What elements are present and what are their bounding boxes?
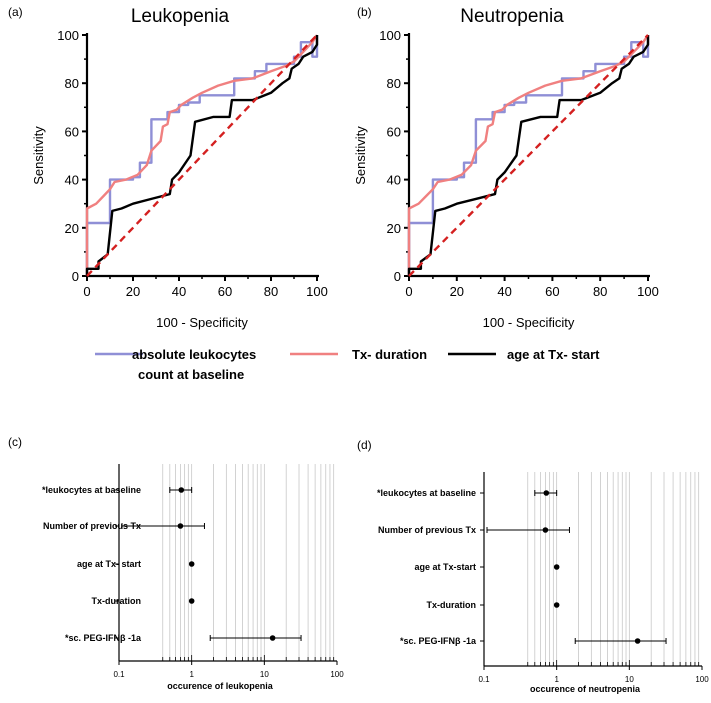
row-label: Number of previous Tx — [378, 525, 476, 535]
roc-series-line — [407, 35, 650, 276]
chart-title: Leukopenia — [131, 6, 230, 27]
y-tick-label: 100 — [57, 28, 79, 43]
legend-label: Tx- duration — [352, 347, 427, 362]
x-tick-label: 20 — [126, 284, 140, 299]
x-tick-label: 0.1 — [113, 670, 125, 679]
panel-b: (b) Neutropenia 0 20 40 60 80 100 0 20 40 60 80 100 10… — [353, 5, 659, 330]
x-tick-label: 0 — [83, 284, 90, 299]
y-axis-label: Sensitivity — [31, 126, 46, 185]
y-tick-label: 0 — [72, 269, 79, 284]
row-label: age at Tx-start — [414, 562, 476, 572]
x-tick-label: 0.1 — [478, 675, 490, 684]
panel-d: (d) 0.1 1 10 100 occurence of neutropenia *leu… — [357, 438, 709, 694]
estimate-point — [177, 523, 184, 529]
x-tick-label: 100 — [637, 284, 659, 299]
roc-series-line — [407, 34, 649, 276]
y-tick-label: 0 — [394, 269, 401, 284]
x-tick-label: 100 — [695, 675, 709, 684]
panel-c: (c) 0.1 1 10 100 occurence of leukopenia *leuk… — [8, 435, 344, 691]
legend-label: age at Tx- start — [507, 347, 600, 362]
chart-title: Neutropenia — [460, 6, 564, 27]
estimate-point — [188, 598, 195, 604]
x-axis-label: 100 - Specificity — [483, 315, 575, 330]
x-axis-label: 100 - Specificity — [156, 315, 248, 330]
x-tick-label: 1 — [554, 675, 559, 684]
row-label: *sc. PEG-IFNβ -1a — [400, 636, 477, 646]
x-tick-label: 0 — [405, 284, 412, 299]
estimate-point — [542, 527, 549, 533]
legend-label: count at baseline — [138, 367, 244, 382]
x-tick-label: 100 — [306, 284, 328, 299]
y-tick-label: 40 — [65, 173, 79, 188]
estimate-point — [269, 635, 276, 641]
x-tick-label: 80 — [593, 284, 607, 299]
panel-label: (c) — [8, 435, 22, 449]
y-tick-label: 80 — [65, 76, 79, 91]
x-axis-label: occurence of neutropenia — [530, 684, 641, 694]
row-label: *sc. PEG-IFNβ -1a — [65, 633, 142, 643]
x-tick-label: 60 — [218, 284, 232, 299]
row-label: Tx-duration — [427, 600, 477, 610]
y-tick-label: 60 — [65, 124, 79, 139]
x-tick-label: 80 — [264, 284, 278, 299]
x-tick-label: 60 — [545, 284, 559, 299]
x-tick-label: 20 — [450, 284, 464, 299]
estimate-point — [553, 602, 560, 608]
y-tick-label: 40 — [387, 173, 401, 188]
panel-label: (d) — [357, 438, 372, 452]
row-label: *leukocytes at baseline — [42, 485, 141, 495]
roc-series-line — [85, 35, 319, 276]
legend-label: absolute leukocytes — [132, 347, 256, 362]
y-axis-label: Sensitivity — [353, 126, 368, 185]
estimate-point — [178, 487, 185, 493]
x-tick-label: 10 — [260, 670, 269, 679]
reference-diagonal-line — [408, 34, 649, 277]
x-tick-label: 100 — [330, 670, 344, 679]
row-label: Tx-duration — [92, 596, 142, 606]
panel-label: (a) — [8, 5, 23, 19]
x-tick-label: 10 — [625, 675, 634, 684]
y-tick-label: 80 — [387, 76, 401, 91]
reference-diagonal-line — [86, 34, 318, 277]
y-tick-label: 100 — [379, 28, 401, 43]
x-tick-label: 40 — [172, 284, 186, 299]
x-axis-label: occurence of leukopenia — [167, 681, 274, 691]
y-tick-label: 20 — [387, 221, 401, 236]
x-tick-label: 40 — [497, 284, 511, 299]
x-tick-label: 1 — [189, 670, 194, 679]
row-label: *leukocytes at baseline — [377, 488, 476, 498]
estimate-point — [188, 561, 195, 567]
y-tick-label: 60 — [387, 124, 401, 139]
y-tick-label: 20 — [65, 221, 79, 236]
row-label: Number of previous Tx — [43, 521, 141, 531]
estimate-point — [553, 564, 560, 570]
estimate-point — [634, 638, 641, 644]
legend: absolute leukocytes count at baseline Tx- … — [95, 347, 600, 382]
row-label: age at Tx- start — [77, 559, 141, 569]
panel-a: (a) Leukopenia 0 20 40 60 80 100 0 20 40 60 80 100 100… — [8, 5, 328, 330]
estimate-point — [543, 490, 550, 496]
panel-label: (b) — [357, 5, 372, 19]
